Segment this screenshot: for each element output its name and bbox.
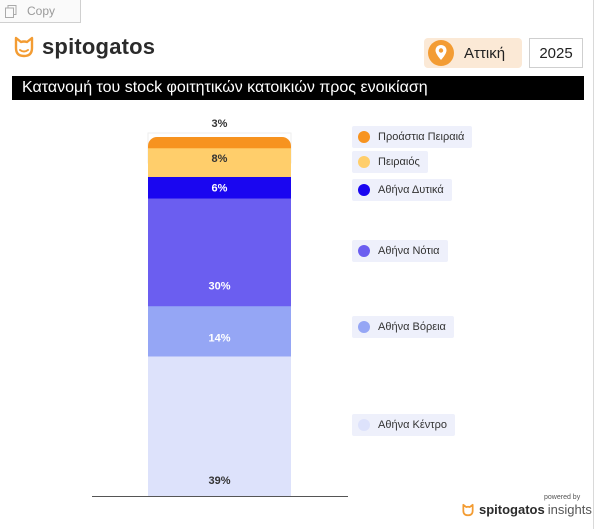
legend-item: Αθήνα Νότια <box>352 240 448 262</box>
powered-by-label: powered by <box>544 494 581 501</box>
bar-segment <box>148 147 291 177</box>
bar-segment <box>148 176 291 199</box>
legend-swatch <box>358 419 370 431</box>
legend-swatch <box>358 321 370 333</box>
bar-segment <box>148 305 291 357</box>
footer-logo: spitogatos insights <box>461 502 592 517</box>
frame-divider <box>593 0 594 529</box>
copy-icon <box>5 4 17 18</box>
cat-logo-icon <box>462 503 474 516</box>
legend-swatch <box>358 131 370 143</box>
data-label: 3% <box>212 118 228 130</box>
data-label: 14% <box>208 333 230 345</box>
brand-logo: spitogatos <box>12 34 155 60</box>
footer-suffix: insights <box>547 502 592 517</box>
year-selector[interactable]: 2025 <box>529 38 583 68</box>
region-label: Αττική <box>464 44 506 62</box>
legend-label: Αθήνα Δυτικά <box>378 184 444 196</box>
chart-title-text: Κατανομή του stock φοιτητικών κατοικιών … <box>22 79 428 96</box>
chart-title: Κατανομή του stock φοιτητικών κατοικιών … <box>12 76 584 100</box>
legend-item: Αθήνα Κέντρο <box>352 414 455 436</box>
cat-logo-icon <box>14 36 34 58</box>
legend-swatch <box>358 245 370 257</box>
data-label: 39% <box>208 475 230 487</box>
legend-swatch <box>358 184 370 196</box>
legend-swatch <box>358 156 370 168</box>
legend-label: Αθήνα Βόρεια <box>378 321 446 333</box>
bar-segment <box>148 198 291 307</box>
footer-brand: spitogatos <box>479 502 545 517</box>
legend-item: Προάστια Πειραιά <box>352 126 473 148</box>
bar-segment <box>148 355 291 497</box>
region-selector[interactable]: Αττική <box>424 38 522 68</box>
legend-label: Αθήνα Νότια <box>378 245 440 257</box>
copy-label: Copy <box>27 4 56 18</box>
legend-item: Πειραιός <box>352 151 428 173</box>
data-label: 30% <box>208 281 230 293</box>
legend-label: Προάστια Πειραιά <box>378 131 465 143</box>
bar-segment <box>148 137 291 149</box>
bar-stack <box>148 137 291 497</box>
copy-button[interactable]: Copy <box>0 0 81 23</box>
data-label: 6% <box>212 182 228 194</box>
legend-label: Πειραιός <box>378 156 420 168</box>
location-pin-icon <box>428 40 454 66</box>
legend-item: Αθήνα Δυτικά <box>352 179 452 201</box>
legend-item: Αθήνα Βόρεια <box>352 316 454 338</box>
brand-name: spitogatos <box>42 34 156 59</box>
legend-label: Αθήνα Κέντρο <box>378 419 447 431</box>
data-label: 8% <box>212 153 228 165</box>
